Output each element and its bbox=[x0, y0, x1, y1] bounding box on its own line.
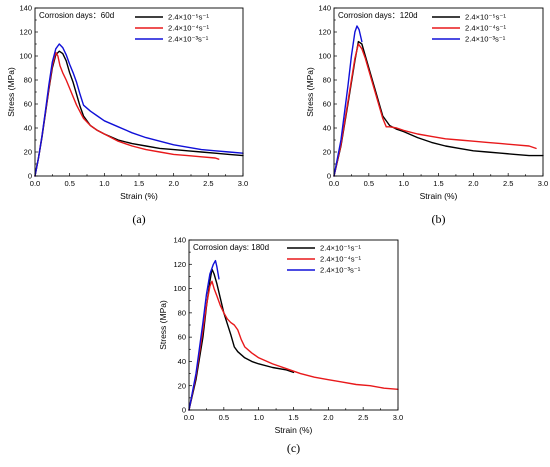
x-tick-label: 2.0 bbox=[468, 179, 478, 188]
panel-label: (a) bbox=[132, 212, 145, 226]
y-tick-label: 60 bbox=[323, 100, 331, 109]
x-axis-label: Strain (%) bbox=[420, 191, 458, 201]
chart-panel-2: 0.0 0.5 1.0 1.5 2.0 2.5 3.0 0 20 40 60 80 100 120 140 S… bbox=[305, 4, 548, 226]
x-tick-label: 3.0 bbox=[538, 179, 548, 188]
x-axis-label: Strain (%) bbox=[275, 425, 313, 435]
legend-label-3: 2.4×10⁻³s⁻¹ bbox=[465, 35, 506, 44]
x-tick-label: 0.0 bbox=[329, 179, 339, 188]
legend-label-2: 2.4×10⁻⁴s⁻¹ bbox=[465, 24, 507, 33]
legend-label-2: 2.4×10⁻⁴s⁻¹ bbox=[168, 24, 210, 33]
y-tick-label: 0 bbox=[182, 406, 186, 415]
plot-frame bbox=[188, 239, 399, 411]
panel-label: (b) bbox=[432, 212, 446, 226]
legend-label-2: 2.4×10⁻⁴s⁻¹ bbox=[320, 255, 362, 264]
y-tick-label: 100 bbox=[173, 284, 186, 293]
series-line-3 bbox=[333, 25, 363, 177]
x-tick-label: 1.5 bbox=[433, 179, 443, 188]
x-axis-label: Strain (%) bbox=[120, 191, 158, 201]
chart-panel-1: 0.0 0.5 1.0 1.5 2.0 2.5 3.0 0 20 40 60 80 100 120 140 S… bbox=[6, 4, 248, 226]
y-tick-label: 0 bbox=[327, 172, 331, 181]
x-tick-label: 3.0 bbox=[393, 413, 403, 422]
legend-label-1: 2.4×10⁻⁵s⁻¹ bbox=[465, 13, 506, 22]
series-line-1 bbox=[333, 40, 544, 177]
y-tick-label: 20 bbox=[24, 148, 32, 157]
y-tick-label: 140 bbox=[173, 236, 186, 245]
y-tick-label: 120 bbox=[19, 28, 32, 37]
series-line-3 bbox=[34, 43, 244, 177]
y-tick-label: 140 bbox=[318, 4, 331, 13]
y-tick-label: 140 bbox=[19, 4, 32, 13]
panel-label: (c) bbox=[287, 441, 300, 455]
y-tick-label: 40 bbox=[178, 357, 186, 366]
x-tick-label: 1.0 bbox=[99, 179, 109, 188]
y-tick-label: 20 bbox=[178, 381, 186, 390]
x-tick-label: 0.0 bbox=[184, 413, 194, 422]
x-tick-label: 0.5 bbox=[64, 179, 74, 188]
series-line-2 bbox=[188, 280, 399, 411]
y-tick-label: 100 bbox=[19, 52, 32, 61]
x-tick-label: 0.5 bbox=[219, 413, 229, 422]
y-tick-label: 60 bbox=[24, 100, 32, 109]
y-tick-label: 0 bbox=[28, 172, 32, 181]
x-tick-label: 1.5 bbox=[288, 413, 298, 422]
corrosion-days-annotation: Corrosion days：60d bbox=[39, 11, 114, 20]
series-line-3 bbox=[188, 259, 220, 411]
legend-label-1: 2.4×10⁻⁵s⁻¹ bbox=[168, 13, 209, 22]
chart-panel-3: 0.0 0.5 1.0 1.5 2.0 2.5 3.0 0 20 40 60 80 100 120 140 S… bbox=[158, 236, 403, 455]
x-tick-label: 0.0 bbox=[30, 179, 40, 188]
y-tick-label: 120 bbox=[173, 260, 186, 269]
legend-label-3: 2.4×10⁻³s⁻¹ bbox=[168, 35, 209, 44]
legend-label-3: 2.4×10⁻³s⁻¹ bbox=[320, 266, 361, 275]
x-tick-label: 2.0 bbox=[168, 179, 178, 188]
y-tick-label: 20 bbox=[323, 148, 331, 157]
x-tick-label: 3.0 bbox=[238, 179, 248, 188]
legend-label-1: 2.4×10⁻⁵s⁻¹ bbox=[320, 244, 361, 253]
x-tick-label: 0.5 bbox=[364, 179, 374, 188]
y-tick-label: 40 bbox=[323, 124, 331, 133]
plot-frame bbox=[333, 7, 544, 177]
corrosion-days-annotation: Corrosion days：120d bbox=[338, 11, 418, 20]
x-tick-label: 2.5 bbox=[503, 179, 513, 188]
y-axis-label: Stress (MPa) bbox=[158, 300, 168, 350]
y-tick-label: 40 bbox=[24, 124, 32, 133]
y-axis-label: Stress (MPa) bbox=[305, 67, 315, 117]
series-line-2 bbox=[34, 51, 220, 177]
y-tick-label: 60 bbox=[178, 333, 186, 342]
y-tick-label: 120 bbox=[318, 28, 331, 37]
x-tick-label: 2.5 bbox=[203, 179, 213, 188]
x-tick-label: 2.5 bbox=[358, 413, 368, 422]
x-tick-label: 1.0 bbox=[253, 413, 263, 422]
corrosion-days-annotation: Corrosion days: 180d bbox=[193, 243, 269, 252]
series-line-2 bbox=[333, 43, 537, 177]
x-tick-label: 1.5 bbox=[134, 179, 144, 188]
y-tick-label: 80 bbox=[178, 308, 186, 317]
x-tick-label: 1.0 bbox=[398, 179, 408, 188]
y-tick-label: 80 bbox=[323, 76, 331, 85]
y-axis-label: Stress (MPa) bbox=[6, 67, 16, 117]
y-tick-label: 100 bbox=[318, 52, 331, 61]
y-tick-label: 80 bbox=[24, 76, 32, 85]
x-tick-label: 2.0 bbox=[323, 413, 333, 422]
